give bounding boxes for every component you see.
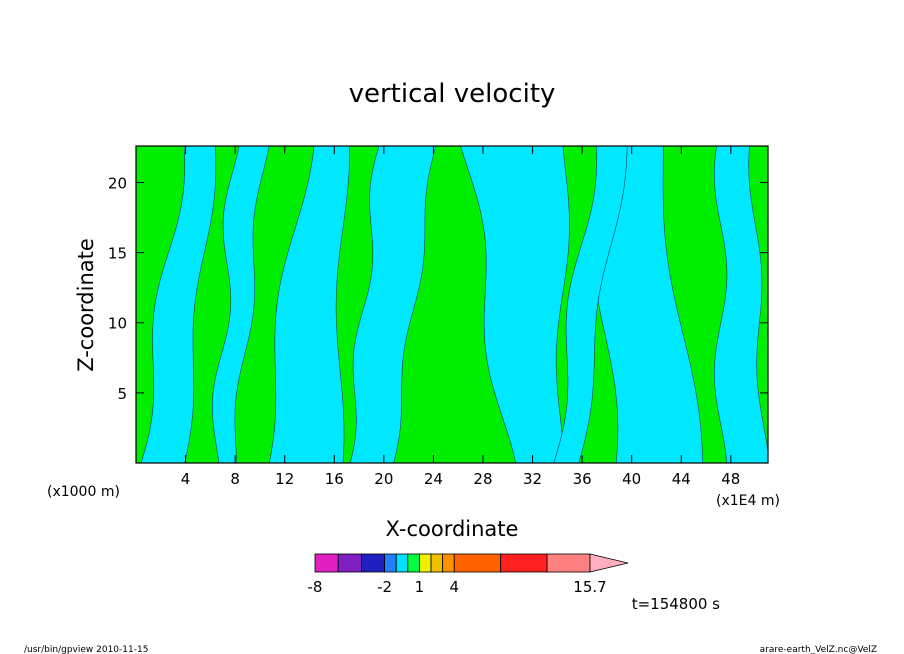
x-tick-label: 4 (181, 470, 191, 488)
x-tick-label: 48 (721, 470, 740, 488)
x-unit-right: (x1E4 m) (716, 493, 780, 509)
colorbar-segment (314, 553, 339, 573)
negative-velocity-region (460, 146, 570, 463)
x-tick-label: 8 (230, 470, 240, 488)
x-tick-label: 20 (374, 470, 393, 488)
x-tick-label: 28 (473, 470, 492, 488)
negative-velocity-region (268, 146, 350, 463)
colorbar-label: 1 (415, 578, 425, 596)
colorbar-segment (546, 553, 591, 573)
footer-left: /usr/bin/gpview 2010-11-15 (24, 645, 148, 654)
y-tick-label: 5 (117, 385, 127, 403)
negative-velocity-region (591, 146, 704, 463)
x-unit-left: (x1000 m) (47, 484, 120, 500)
x-tick-label: 44 (672, 470, 691, 488)
y-axis-label: Z-coordinate (74, 238, 98, 372)
y-axis-ticks: 5 10 15 20 (108, 174, 768, 403)
x-axis-ticks: 4 8 12 16 20 24 28 32 36 40 44 48 (181, 146, 740, 488)
negative-velocity-region (553, 146, 628, 463)
x-tick-label: 36 (573, 470, 592, 488)
colorbar-segment (384, 553, 397, 573)
colorbar-segment (500, 553, 548, 573)
colorbar-label: 4 (449, 578, 459, 596)
y-tick-label: 10 (108, 315, 127, 333)
chart-title: vertical velocity (349, 79, 556, 109)
colorbar-arrow (589, 553, 629, 573)
negative-velocity-region (349, 146, 437, 463)
x-tick-label: 24 (424, 470, 443, 488)
colorbar-label: -2 (377, 578, 392, 596)
y-tick-label: 15 (108, 245, 127, 263)
colorbar-label: -8 (308, 578, 323, 596)
plot-area (135, 145, 769, 464)
negative-velocity-region (140, 146, 217, 463)
x-tick-label: 40 (622, 470, 641, 488)
colorbar-segment (407, 553, 420, 573)
time-label: t=154800 s (632, 595, 720, 613)
x-tick-label: 12 (275, 470, 294, 488)
colorbar-segment (453, 553, 502, 573)
colorbar-segment (430, 553, 444, 573)
y-tick-label: 20 (108, 174, 127, 192)
plot-frame (135, 145, 769, 464)
x-axis-label: X-coordinate (386, 517, 519, 541)
colorbar-segment (337, 553, 362, 573)
negative-velocity-region (714, 146, 768, 463)
colorbar-segment (361, 553, 386, 573)
x-tick-label: 32 (523, 470, 542, 488)
colorbar: -8 -2 1 4 15.7 (308, 553, 629, 596)
footer-right: arare-earth_VelZ.nc@VelZ (760, 645, 877, 654)
x-tick-label: 16 (325, 470, 344, 488)
colorbar-segment (395, 553, 409, 573)
colorbar-segment (419, 553, 432, 573)
colorbar-segment (442, 553, 455, 573)
negative-velocity-region (212, 146, 270, 463)
colorbar-label: 15.7 (573, 578, 606, 596)
